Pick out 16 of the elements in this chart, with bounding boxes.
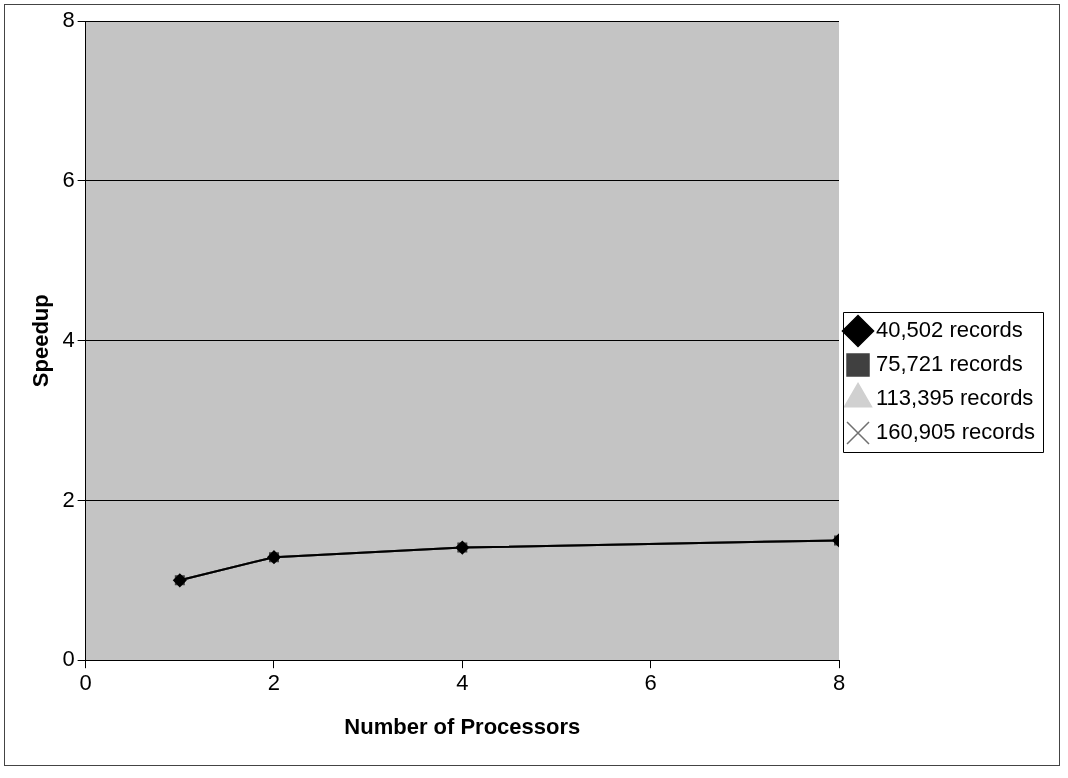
x-tick-label: 4 [456, 670, 469, 696]
x-tick-label: 0 [79, 670, 92, 696]
y-tick-label: 2 [62, 486, 75, 512]
x-tick-label: 8 [832, 670, 846, 696]
y-tick-label: 8 [62, 7, 75, 33]
x-tick-label: 6 [644, 670, 657, 696]
legend-label: 113,395 records [876, 385, 1034, 411]
y-tick-label: 4 [62, 326, 75, 352]
legend-label: 75,721 records [876, 351, 1023, 377]
y-tick-label: 6 [62, 167, 75, 193]
x-tick-label: 2 [267, 670, 281, 696]
x-axis-title: Number of Processors [344, 713, 581, 739]
legend-label: 40,502 records [876, 317, 1023, 343]
y-axis-title: Speedup [28, 294, 54, 388]
y-tick-label: 0 [62, 646, 75, 672]
legend-label: 160,905 records [876, 419, 1035, 445]
